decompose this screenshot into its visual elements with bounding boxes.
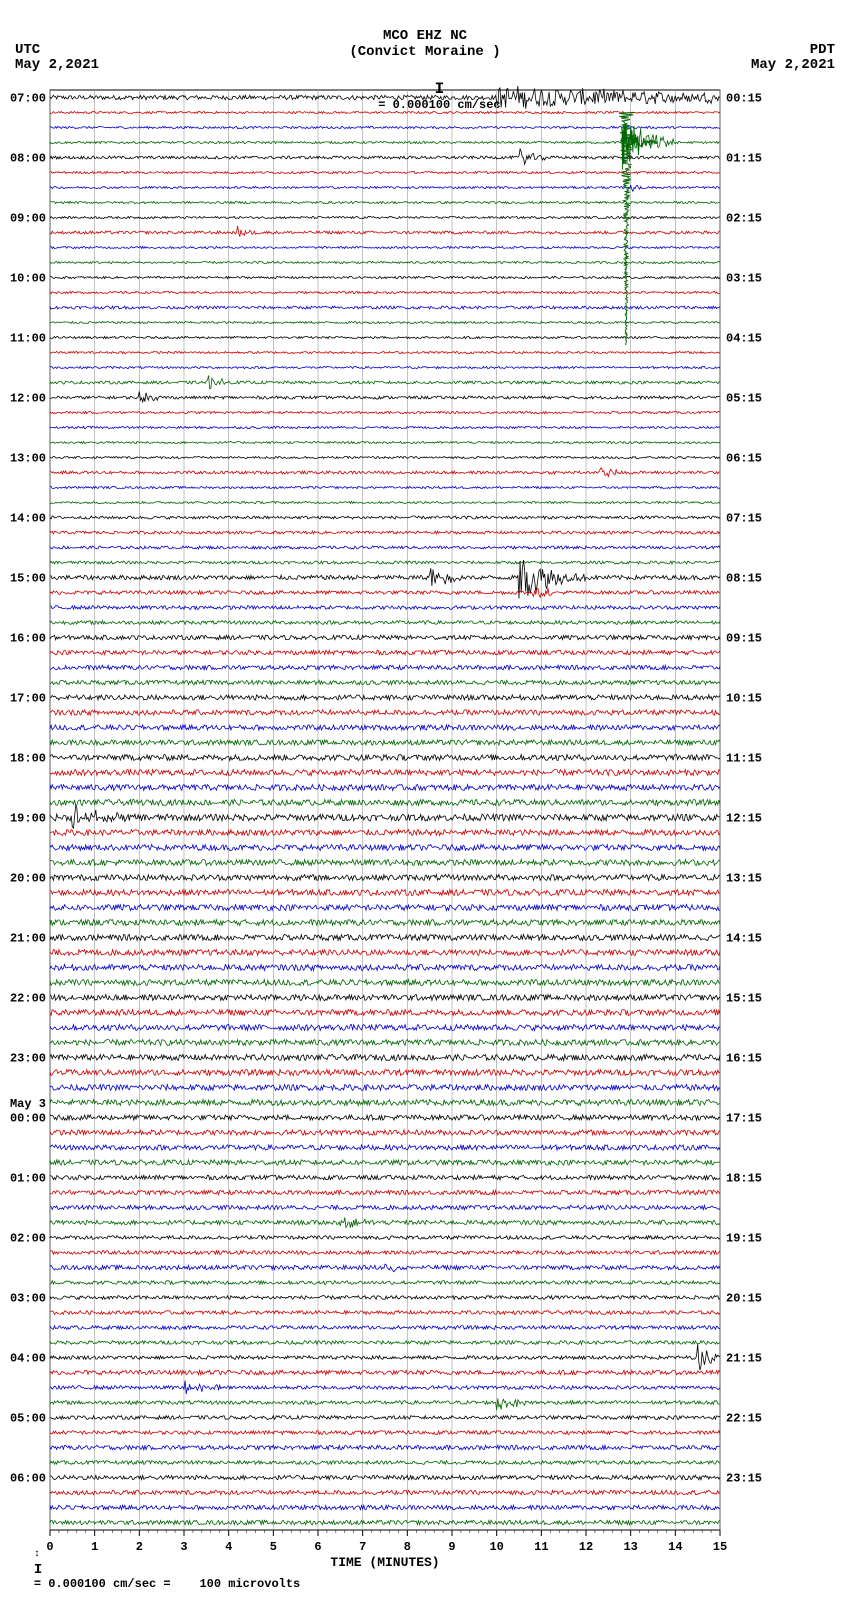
svg-text:10:15: 10:15 xyxy=(726,692,762,706)
svg-text:15:15: 15:15 xyxy=(726,992,762,1006)
svg-text:17:00: 17:00 xyxy=(10,692,46,706)
svg-text:10:00: 10:00 xyxy=(10,272,46,286)
svg-text:16:00: 16:00 xyxy=(10,632,46,646)
svg-text:May 3: May 3 xyxy=(10,1097,46,1111)
svg-text:14:15: 14:15 xyxy=(726,932,762,946)
svg-text:14:00: 14:00 xyxy=(10,512,46,526)
svg-text:15:00: 15:00 xyxy=(10,572,46,586)
svg-text:00:15: 00:15 xyxy=(726,92,762,106)
seismogram-svg: 0123456789101112131415TIME (MINUTES)07:0… xyxy=(0,0,850,1613)
svg-text:7: 7 xyxy=(359,1540,366,1554)
svg-text:22:15: 22:15 xyxy=(726,1412,762,1426)
svg-text:13: 13 xyxy=(623,1540,637,1554)
svg-text:11:15: 11:15 xyxy=(726,752,762,766)
svg-text:15: 15 xyxy=(713,1540,727,1554)
svg-text:10: 10 xyxy=(489,1540,503,1554)
svg-text:00:00: 00:00 xyxy=(10,1112,46,1126)
svg-text:19:15: 19:15 xyxy=(726,1232,762,1246)
svg-text:03:00: 03:00 xyxy=(10,1292,46,1306)
svg-text:12:00: 12:00 xyxy=(10,392,46,406)
svg-text:06:15: 06:15 xyxy=(726,452,762,466)
svg-text:14: 14 xyxy=(668,1540,682,1554)
svg-text:08:15: 08:15 xyxy=(726,572,762,586)
svg-text:18:15: 18:15 xyxy=(726,1172,762,1186)
svg-text:01:15: 01:15 xyxy=(726,152,762,166)
svg-text:04:00: 04:00 xyxy=(10,1352,46,1366)
svg-text:09:00: 09:00 xyxy=(10,212,46,226)
svg-text:19:00: 19:00 xyxy=(10,812,46,826)
svg-text:12:15: 12:15 xyxy=(726,812,762,826)
svg-text:23:15: 23:15 xyxy=(726,1472,762,1486)
svg-text:6: 6 xyxy=(314,1540,321,1554)
svg-text:21:00: 21:00 xyxy=(10,932,46,946)
svg-text:21:15: 21:15 xyxy=(726,1352,762,1366)
svg-text:05:00: 05:00 xyxy=(10,1412,46,1426)
svg-text:06:00: 06:00 xyxy=(10,1472,46,1486)
svg-text:02:00: 02:00 xyxy=(10,1232,46,1246)
svg-text:11:00: 11:00 xyxy=(10,332,46,346)
svg-text:11: 11 xyxy=(534,1540,548,1554)
svg-text:16:15: 16:15 xyxy=(726,1052,762,1066)
svg-text:17:15: 17:15 xyxy=(726,1112,762,1126)
svg-text:20:00: 20:00 xyxy=(10,872,46,886)
svg-text:23:00: 23:00 xyxy=(10,1052,46,1066)
svg-text:09:15: 09:15 xyxy=(726,632,762,646)
svg-text:05:15: 05:15 xyxy=(726,392,762,406)
svg-text:07:15: 07:15 xyxy=(726,512,762,526)
seismogram-page: UTC May 2,2021 MCO EHZ NC (Convict Morai… xyxy=(0,0,850,1613)
footer-scale: ↕ I = 0.000100 cm/sec = 100 microvolts xyxy=(5,1533,300,1605)
svg-text:20:15: 20:15 xyxy=(726,1292,762,1306)
svg-text:18:00: 18:00 xyxy=(10,752,46,766)
svg-text:08:00: 08:00 xyxy=(10,152,46,166)
svg-text:03:15: 03:15 xyxy=(726,272,762,286)
svg-text:02:15: 02:15 xyxy=(726,212,762,226)
svg-text:8: 8 xyxy=(404,1540,411,1554)
svg-text:12: 12 xyxy=(579,1540,593,1554)
svg-text:22:00: 22:00 xyxy=(10,992,46,1006)
svg-text:13:00: 13:00 xyxy=(10,452,46,466)
svg-text:07:00: 07:00 xyxy=(10,92,46,106)
svg-text:9: 9 xyxy=(448,1540,455,1554)
svg-text:TIME (MINUTES): TIME (MINUTES) xyxy=(330,1555,439,1570)
svg-text:13:15: 13:15 xyxy=(726,872,762,886)
svg-text:04:15: 04:15 xyxy=(726,332,762,346)
svg-text:01:00: 01:00 xyxy=(10,1172,46,1186)
